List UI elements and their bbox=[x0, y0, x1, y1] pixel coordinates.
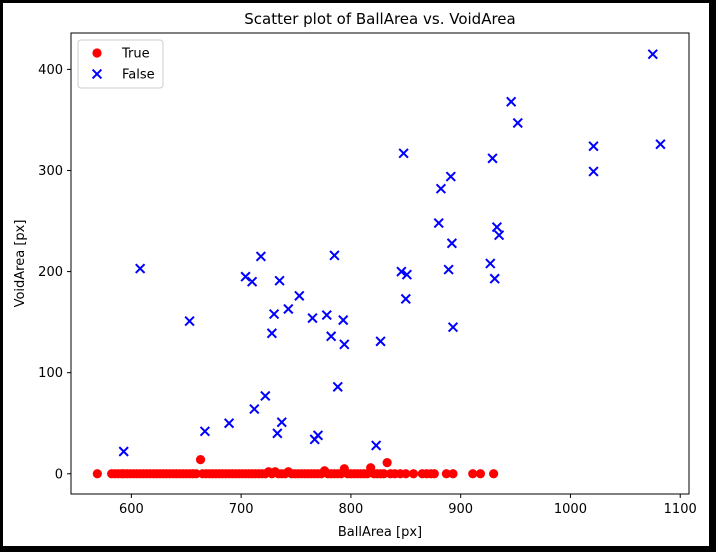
point-false-11 bbox=[268, 308, 280, 320]
point-false-26 bbox=[371, 440, 382, 451]
point-false-45 bbox=[588, 141, 599, 152]
point-false-32 bbox=[433, 217, 444, 229]
point-true-0 bbox=[92, 469, 102, 479]
point-false-34 bbox=[443, 264, 454, 275]
legend-label-true: True bbox=[121, 47, 150, 62]
point-false-15 bbox=[283, 303, 294, 315]
point-false-37 bbox=[447, 322, 459, 333]
scatter-chart: Scatter plot of BallArea vs. VoidArea 60… bbox=[13, 10, 697, 540]
point-true-96 bbox=[448, 469, 458, 479]
point-false-12 bbox=[272, 428, 283, 439]
point-false-23 bbox=[332, 381, 343, 392]
point-true-90 bbox=[408, 469, 419, 479]
data-points bbox=[92, 49, 666, 479]
point-true-98 bbox=[475, 469, 486, 479]
point-true-84 bbox=[379, 469, 389, 479]
point-false-39 bbox=[487, 153, 498, 164]
y-tick-label: 0 bbox=[55, 467, 63, 482]
point-true-94 bbox=[429, 469, 439, 479]
point-false-35 bbox=[445, 171, 456, 182]
point-false-38 bbox=[485, 258, 496, 269]
point-false-42 bbox=[493, 230, 505, 241]
point-false-28 bbox=[396, 266, 407, 277]
point-false-8 bbox=[255, 251, 267, 262]
y-tick-label: 100 bbox=[38, 366, 63, 381]
x-tick-label: 900 bbox=[448, 502, 473, 517]
point-false-31 bbox=[401, 269, 413, 280]
chart-figure: Scatter plot of BallArea vs. VoidArea 60… bbox=[3, 3, 709, 546]
point-false-7 bbox=[249, 403, 260, 415]
point-false-36 bbox=[446, 238, 458, 249]
point-false-43 bbox=[506, 96, 517, 107]
point-false-5 bbox=[240, 271, 251, 282]
point-false-19 bbox=[312, 430, 324, 441]
y-axis-label: VoidArea [px] bbox=[13, 220, 28, 308]
point-false-1 bbox=[135, 263, 146, 274]
point-false-33 bbox=[435, 183, 447, 194]
y-tick-label: 300 bbox=[38, 164, 63, 179]
point-true-85 bbox=[382, 458, 392, 468]
point-false-13 bbox=[274, 275, 285, 286]
x-axis-label: BallArea [px] bbox=[338, 525, 422, 540]
point-false-4 bbox=[223, 418, 235, 429]
chart-title: Scatter plot of BallArea vs. VoidArea bbox=[244, 10, 515, 28]
point-false-24 bbox=[338, 315, 349, 326]
x-tick-label: 700 bbox=[229, 502, 254, 517]
point-true-89 bbox=[401, 469, 411, 479]
point-false-40 bbox=[489, 273, 500, 284]
point-false-10 bbox=[266, 328, 277, 339]
point-false-25 bbox=[339, 339, 350, 350]
point-false-48 bbox=[655, 139, 666, 150]
x-tick-label: 1000 bbox=[554, 502, 587, 517]
x-tick-label: 1100 bbox=[664, 502, 697, 517]
point-false-20 bbox=[321, 309, 332, 321]
point-false-46 bbox=[588, 166, 599, 177]
point-false-3 bbox=[199, 426, 211, 437]
y-tick-label: 400 bbox=[38, 63, 63, 78]
point-false-41 bbox=[491, 221, 503, 233]
point-false-14 bbox=[276, 417, 287, 428]
point-false-30 bbox=[400, 293, 411, 304]
point-false-27 bbox=[375, 336, 386, 347]
point-false-6 bbox=[247, 276, 258, 287]
point-false-21 bbox=[326, 331, 337, 342]
point-false-9 bbox=[260, 390, 271, 402]
plot-frame bbox=[70, 32, 690, 495]
point-false-2 bbox=[184, 316, 195, 327]
point-true-95 bbox=[441, 469, 452, 479]
legend-marker-true bbox=[92, 48, 102, 58]
legend-marker-false bbox=[91, 68, 103, 80]
point-false-22 bbox=[329, 250, 340, 261]
point-true-99 bbox=[489, 469, 499, 479]
point-true-97 bbox=[468, 469, 478, 479]
point-true-28 bbox=[195, 455, 206, 465]
point-false-47 bbox=[647, 49, 658, 60]
point-true-27 bbox=[191, 469, 201, 479]
point-false-29 bbox=[398, 148, 409, 159]
point-false-44 bbox=[512, 117, 523, 129]
point-false-17 bbox=[307, 312, 318, 324]
point-false-16 bbox=[294, 290, 305, 301]
y-tick-label: 200 bbox=[38, 265, 63, 280]
x-tick-label: 600 bbox=[119, 502, 144, 517]
x-tick-label: 800 bbox=[338, 502, 363, 517]
legend-label-false: False bbox=[122, 68, 155, 83]
point-false-0 bbox=[118, 446, 129, 457]
